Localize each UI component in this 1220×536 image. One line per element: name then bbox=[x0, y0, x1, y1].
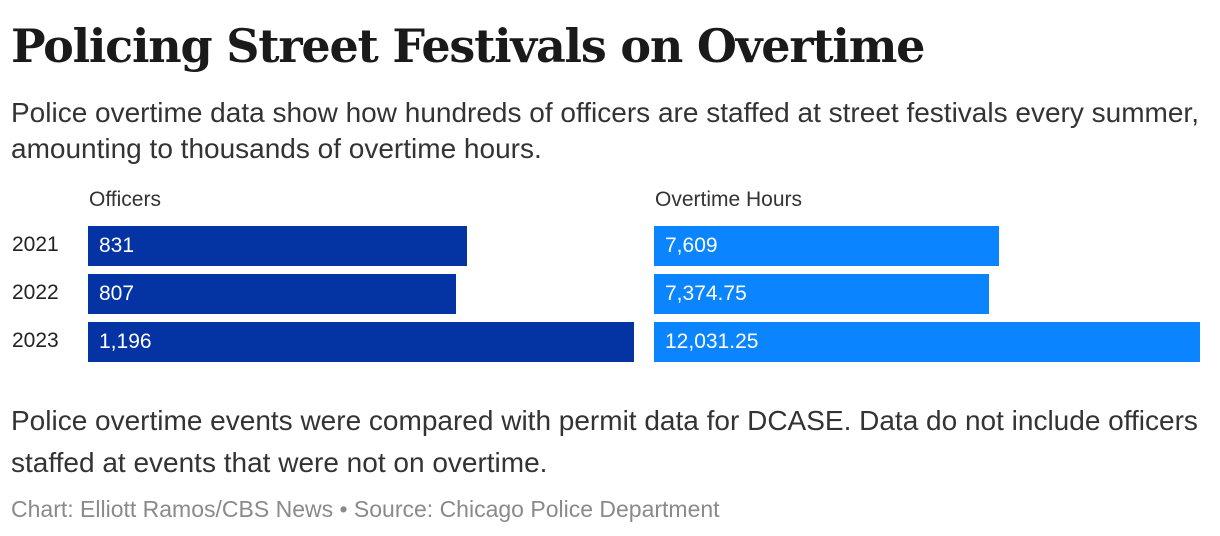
officers-value-label-2023: 1,196 bbox=[99, 330, 152, 353]
overtime-hours-panel-label: Overtime Hours bbox=[655, 188, 803, 211]
year-label-2023: 2023 bbox=[12, 329, 59, 352]
officers-panel-label: Officers bbox=[89, 188, 161, 211]
overtime-hours-value-label-2022: 7,374.75 bbox=[665, 282, 747, 305]
methodology-note: Police overtime events were compared wit… bbox=[11, 405, 1198, 478]
officers-bar-2022 bbox=[88, 274, 456, 314]
source-credit: Chart: Elliott Ramos/CBS News • Source: … bbox=[11, 496, 720, 522]
officers-value-label-2021: 831 bbox=[99, 234, 135, 257]
overtime-hours-bar-2021 bbox=[654, 226, 999, 266]
officers-bar-2021 bbox=[88, 226, 467, 266]
chart-subtitle: Police overtime data show how hundreds o… bbox=[11, 97, 1199, 164]
officers-bar-2023 bbox=[88, 322, 634, 362]
year-label-2021: 2021 bbox=[12, 233, 59, 256]
overtime-hours-bar-2022 bbox=[654, 274, 989, 314]
year-label-2022: 2022 bbox=[12, 281, 59, 304]
officers-value-label-2022: 807 bbox=[99, 282, 135, 305]
overtime-hours-value-label-2021: 7,609 bbox=[665, 234, 718, 257]
overtime-hours-value-label-2023: 12,031.25 bbox=[665, 330, 759, 353]
overtime-hours-bar-2023 bbox=[654, 322, 1200, 362]
chart-title: Policing Street Festivals on Overtime bbox=[11, 19, 925, 73]
